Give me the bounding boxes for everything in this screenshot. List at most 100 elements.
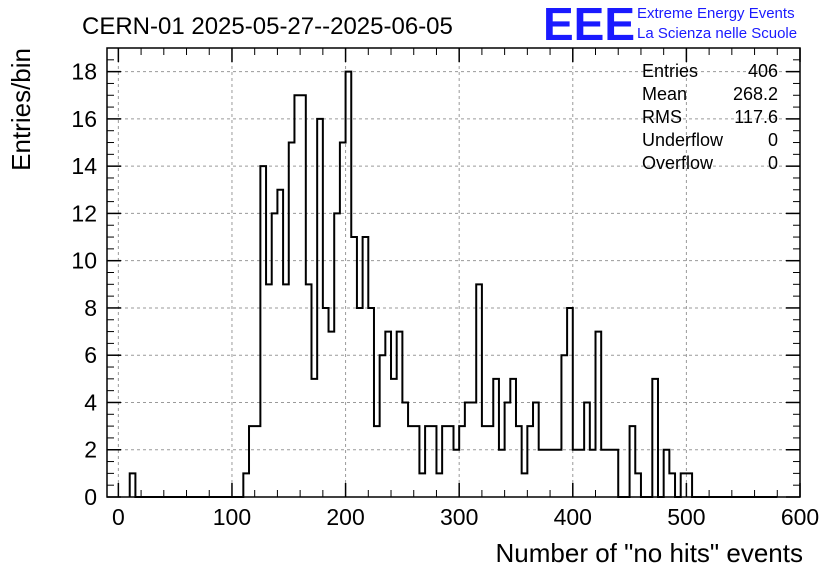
- histogram-bin: [255, 426, 261, 497]
- x-tick-label: 0: [112, 504, 125, 530]
- histogram-bin: [556, 450, 562, 497]
- histogram-bin: [607, 450, 613, 497]
- histogram-bin: [419, 473, 425, 497]
- y-tick-label: 14: [71, 153, 97, 179]
- x-axis-title: Number of "no hits" events: [496, 538, 804, 568]
- grid-lines: [107, 48, 801, 497]
- stats-entries-label: Entries: [642, 61, 698, 81]
- stats-overflow-label: Overflow: [642, 153, 714, 173]
- histogram-bin: [442, 426, 448, 497]
- histogram-bin: [385, 332, 391, 497]
- histogram-bin: [584, 402, 590, 497]
- histogram-bin: [510, 379, 516, 497]
- histogram-bin: [664, 450, 670, 497]
- histogram-bin: [431, 426, 437, 497]
- histogram-bin: [249, 426, 255, 497]
- histogram-bin: [311, 379, 317, 497]
- histogram-bin: [368, 308, 374, 497]
- axis-ticks: [107, 48, 801, 498]
- histogram-series-line: [128, 70, 778, 498]
- histogram-bin: [533, 402, 539, 497]
- histogram-bin: [578, 450, 584, 497]
- histogram-bin: [516, 426, 522, 497]
- histogram-bin: [522, 473, 528, 497]
- histogram-bin: [334, 213, 340, 497]
- stats-rms-value: 117.6: [734, 107, 778, 127]
- histogram-bin: [402, 402, 408, 497]
- histogram-bin: [351, 237, 357, 497]
- histogram-bin: [476, 284, 482, 497]
- stats-overflow-value: 0: [768, 153, 778, 173]
- histogram-bin: [465, 402, 471, 497]
- y-tick-label: 18: [71, 59, 97, 85]
- y-tick-label: 6: [84, 342, 97, 368]
- histogram-bin: [550, 450, 556, 497]
- y-tick-label: 0: [84, 484, 97, 510]
- histogram-bin: [130, 473, 136, 497]
- histogram-bin: [635, 473, 641, 497]
- histogram-bin: [323, 308, 329, 497]
- histogram-bin: [652, 379, 658, 497]
- y-tick-label: 16: [71, 106, 97, 132]
- histogram-bin: [425, 426, 431, 497]
- histogram-bin: [527, 426, 533, 497]
- histogram-bin: [493, 379, 499, 497]
- histogram-bin: [669, 473, 675, 497]
- stats-underflow-label: Underflow: [642, 130, 724, 150]
- histogram-bin: [681, 473, 687, 497]
- histogram-bin: [590, 450, 596, 497]
- histogram-bin: [340, 143, 346, 497]
- histogram-bin: [346, 72, 352, 497]
- y-tick-label: 8: [84, 295, 97, 321]
- y-tick-label: 10: [71, 248, 97, 274]
- histogram-bin: [289, 143, 295, 497]
- histogram-bin: [471, 402, 477, 497]
- histogram-bin: [488, 426, 494, 497]
- x-tick-label: 300: [440, 504, 478, 530]
- histogram-bin: [329, 332, 335, 497]
- histogram-bin: [391, 379, 397, 497]
- histogram-bin: [300, 95, 306, 497]
- histogram-bin: [596, 332, 602, 497]
- histogram-bin: [266, 284, 272, 497]
- x-tick-label: 600: [781, 504, 819, 530]
- stats-entries-value: 406: [748, 61, 778, 81]
- histogram-bin: [397, 332, 403, 497]
- histogram-bin: [283, 284, 289, 497]
- eee-logo-line2: La Scienza nelle Scuole: [637, 25, 797, 42]
- histogram-bin: [243, 473, 249, 497]
- histogram-bin: [561, 355, 567, 497]
- stats-underflow-value: 0: [768, 130, 778, 150]
- histogram-bin: [448, 426, 454, 497]
- chart-title: CERN-01 2025-05-27--2025-06-05: [82, 13, 453, 40]
- histogram-bin: [454, 450, 460, 497]
- x-tick-label: 400: [554, 504, 592, 530]
- histogram-bin: [573, 450, 579, 497]
- histogram-bin: [414, 426, 420, 497]
- histogram-bin: [277, 190, 283, 497]
- histogram-bin: [613, 450, 619, 497]
- histogram-bin: [686, 473, 692, 497]
- eee-logo-line1: Extreme Energy Events: [637, 5, 795, 22]
- histogram-bin: [544, 450, 550, 497]
- histogram-bin: [459, 426, 465, 497]
- histogram-bin: [294, 95, 300, 497]
- histogram-bin: [272, 213, 278, 497]
- histogram-bin: [408, 426, 414, 497]
- histogram-bin: [306, 284, 312, 497]
- histogram-bin: [260, 166, 266, 497]
- histogram-bin: [436, 473, 442, 497]
- histogram-bin: [567, 308, 573, 497]
- y-tick-label: 4: [84, 389, 97, 415]
- x-tick-label: 500: [667, 504, 705, 530]
- histogram-bin: [499, 450, 505, 497]
- histogram-bins: [130, 72, 692, 497]
- histogram-bin: [380, 355, 386, 497]
- eee-logo-mark: EEE: [543, 0, 635, 50]
- histogram-bin: [363, 237, 369, 497]
- histogram-bin: [505, 402, 511, 497]
- stats-mean-label: Mean: [642, 84, 687, 104]
- y-tick-label: 12: [71, 200, 97, 226]
- x-tick-label: 200: [326, 504, 364, 530]
- histogram-bin: [539, 450, 545, 497]
